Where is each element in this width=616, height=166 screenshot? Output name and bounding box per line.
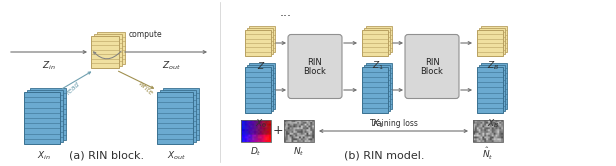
Bar bbox=[245, 30, 271, 56]
Text: RIN: RIN bbox=[307, 58, 322, 67]
Bar bbox=[24, 92, 60, 144]
Text: RIN: RIN bbox=[424, 58, 439, 67]
Text: read: read bbox=[65, 81, 81, 96]
Bar bbox=[284, 120, 314, 142]
Text: $X_0$: $X_0$ bbox=[255, 117, 267, 129]
Text: $X_1$: $X_1$ bbox=[372, 117, 384, 129]
Bar bbox=[479, 65, 505, 111]
Bar bbox=[364, 28, 390, 54]
Bar bbox=[247, 28, 273, 54]
Bar bbox=[366, 63, 392, 109]
FancyBboxPatch shape bbox=[405, 35, 459, 98]
Text: $\hat{N}_t$: $\hat{N}_t$ bbox=[482, 146, 494, 162]
Text: Training loss: Training loss bbox=[370, 119, 418, 128]
Bar bbox=[362, 30, 388, 56]
Text: $Z_B$: $Z_B$ bbox=[487, 60, 499, 73]
Bar bbox=[477, 30, 503, 56]
Bar bbox=[91, 36, 119, 68]
Text: (a) RIN block.: (a) RIN block. bbox=[70, 150, 145, 160]
Text: $Z_{in}$: $Z_{in}$ bbox=[42, 59, 56, 72]
Bar bbox=[362, 67, 388, 113]
Text: $D_t$: $D_t$ bbox=[250, 146, 262, 159]
Bar bbox=[97, 32, 125, 64]
Bar bbox=[160, 90, 196, 142]
Bar bbox=[163, 88, 199, 140]
Bar bbox=[473, 120, 503, 142]
Text: (b) RIN model.: (b) RIN model. bbox=[344, 150, 424, 160]
Text: Block: Block bbox=[421, 67, 444, 76]
Bar bbox=[247, 65, 273, 111]
Text: Block: Block bbox=[304, 67, 326, 76]
Text: $Z$: $Z$ bbox=[257, 60, 265, 71]
Bar bbox=[477, 67, 503, 113]
Bar bbox=[249, 63, 275, 109]
Bar bbox=[157, 92, 193, 144]
Bar bbox=[479, 28, 505, 54]
Bar bbox=[94, 34, 122, 66]
Text: compute: compute bbox=[128, 30, 162, 39]
Text: $Z_{out}$: $Z_{out}$ bbox=[161, 59, 180, 72]
Bar bbox=[241, 120, 271, 142]
Bar bbox=[481, 63, 507, 109]
Text: $X_B$: $X_B$ bbox=[487, 117, 500, 129]
Text: $N_t$: $N_t$ bbox=[293, 146, 305, 159]
Text: +: + bbox=[273, 124, 283, 137]
Bar bbox=[481, 26, 507, 52]
Bar bbox=[249, 26, 275, 52]
Bar bbox=[30, 88, 66, 140]
Bar bbox=[27, 90, 63, 142]
Text: $X_{out}$: $X_{out}$ bbox=[168, 149, 187, 162]
Bar bbox=[364, 65, 390, 111]
Text: ...: ... bbox=[280, 6, 292, 19]
FancyBboxPatch shape bbox=[288, 35, 342, 98]
Text: $Z_1$: $Z_1$ bbox=[372, 60, 384, 73]
Bar bbox=[366, 26, 392, 52]
Text: write: write bbox=[136, 80, 153, 96]
Text: $X_{in}$: $X_{in}$ bbox=[37, 149, 51, 162]
Bar bbox=[245, 67, 271, 113]
